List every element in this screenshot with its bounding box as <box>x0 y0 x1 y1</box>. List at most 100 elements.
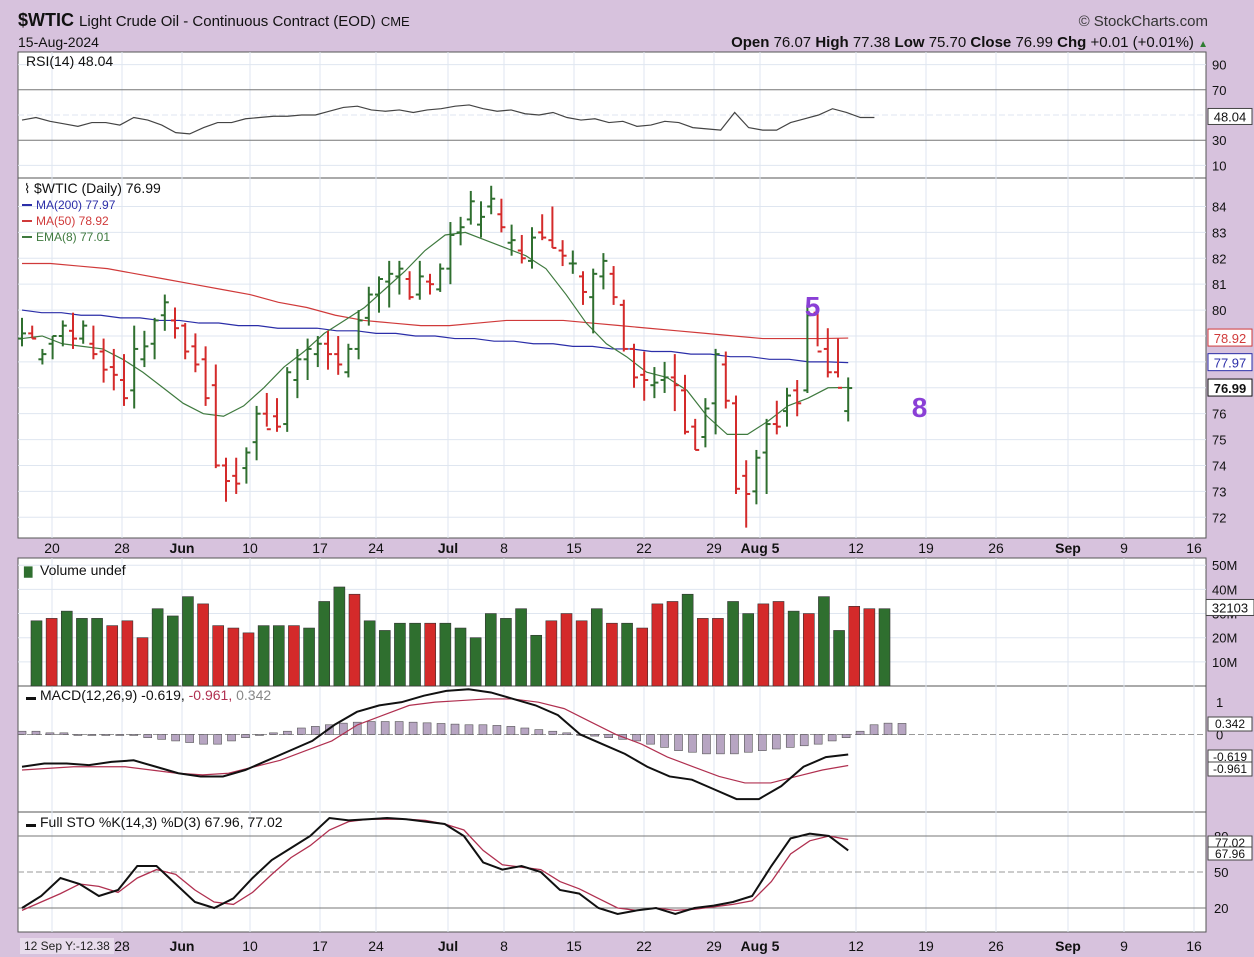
ohlc-bar <box>79 320 88 344</box>
ohlc-bar <box>38 348 47 365</box>
macd-histogram-bar <box>199 734 208 745</box>
x-axis-top-tick-label: 8 <box>500 540 508 556</box>
ohlc-bar <box>619 299 628 352</box>
ohlc-bar <box>742 460 751 528</box>
macd-histogram-bar <box>283 730 292 735</box>
volume-bar <box>560 613 573 687</box>
ohlc-bar <box>324 330 332 370</box>
x-axis-bottom-tick-label: 29 <box>706 938 722 954</box>
ohlc-bar <box>711 348 720 435</box>
volume-bar <box>681 593 694 687</box>
ema8-line <box>21 231 849 436</box>
price-legend-icon: ⌇ <box>24 181 30 196</box>
sto-tag <box>1207 846 1253 861</box>
ohlc-bar <box>354 310 363 360</box>
macd-histogram-bar <box>31 730 41 735</box>
volume-tick-label: 10M <box>1212 655 1237 670</box>
high-value: 77.38 <box>852 34 891 51</box>
volume-tick-label: 40M <box>1212 582 1237 597</box>
volume-bar <box>45 618 58 687</box>
volume-bar <box>878 608 891 687</box>
price-tick-label: 84 <box>1212 199 1226 214</box>
x-axis-top-tick-label: 24 <box>368 540 384 556</box>
brand[interactable]: © StockCharts.com <box>1079 13 1208 30</box>
ohlc-bar <box>640 351 649 401</box>
volume-bar <box>30 620 43 687</box>
price-tag-label: 77.97 <box>1214 356 1247 371</box>
ohlc-bar <box>772 400 781 435</box>
macd-histogram-bar <box>408 721 418 735</box>
ma50-line <box>22 262 849 340</box>
chart-header: $WTIC Light Crude Oil - Continuous Contr… <box>0 0 1254 52</box>
low-label: Low <box>894 34 925 51</box>
ohlc-bar <box>752 449 761 505</box>
macd-histogram-bar <box>171 734 180 742</box>
x-axis-bottom-tick-label: Sep <box>1055 938 1081 954</box>
ohlc-bar <box>507 224 516 256</box>
ohlc-bar <box>262 392 271 431</box>
macd-histogram-bar <box>394 721 404 735</box>
macd-histogram-bar <box>115 734 125 736</box>
price-tick-label: 73 <box>1212 484 1226 499</box>
volume-bar <box>363 620 376 687</box>
rsi-tick-label: 30 <box>1212 133 1226 148</box>
volume-tick-label: 50M <box>1212 558 1237 573</box>
volume-bar <box>136 637 149 687</box>
ohlc-bar <box>242 447 251 484</box>
x-axis-top-tick-label: Jun <box>170 540 195 556</box>
volume-bar <box>409 622 421 687</box>
ohlc-bar <box>58 320 67 347</box>
price-tag-label: 76.99 <box>1214 381 1247 396</box>
macd-histogram-bar <box>590 734 599 737</box>
x-axis-bottom-tick-label: 22 <box>636 938 652 954</box>
volume-bar <box>288 625 300 687</box>
ohlc-bar <box>466 190 475 225</box>
volume-bar <box>530 634 543 687</box>
volume-bar <box>818 596 830 687</box>
ohlc-bar <box>181 323 190 360</box>
price-tick-label: 82 <box>1212 251 1226 266</box>
ohlc-bar <box>721 351 730 409</box>
macd-histogram-bar <box>883 722 893 735</box>
cursor-readout: 12 Sep Y:-12.38 <box>20 938 114 954</box>
ohlc-bar <box>334 335 343 375</box>
ohlc-bar <box>364 286 373 326</box>
ohlc-bar <box>477 201 485 238</box>
open-label: Open <box>731 34 770 51</box>
volume-bar <box>197 603 209 687</box>
exchange: CME <box>380 14 410 29</box>
macd-histogram-bar <box>352 721 362 735</box>
ohlc-bar <box>589 268 598 334</box>
macd-histogram-bar <box>157 734 166 740</box>
macd-histogram-bar <box>632 734 641 742</box>
ohlc-bar <box>426 273 434 295</box>
x-axis-bottom-tick-label: 19 <box>918 938 934 954</box>
ohlc-bar <box>405 271 414 300</box>
macd-histogram-bar <box>660 734 669 748</box>
x-axis-bottom-tick-label: Jun <box>170 938 195 954</box>
volume-bar <box>424 622 437 687</box>
x-axis-top-tick-label: Aug 5 <box>741 540 780 556</box>
price-tag <box>1207 353 1253 372</box>
macd-histogram-bar <box>758 734 767 751</box>
macd-histogram-bar <box>646 734 655 745</box>
x-axis-top-tick-label: 15 <box>566 540 582 556</box>
volume-bar <box>91 618 103 687</box>
volume-title: Volume undef <box>40 562 126 578</box>
macd-histogram-bar <box>520 727 530 735</box>
macd-histogram-bar <box>492 725 502 735</box>
macd-tag-label: -0.961 <box>1213 762 1247 776</box>
x-axis-bottom-tick-label: 16 <box>1186 938 1202 954</box>
ohlc-bar <box>497 198 506 233</box>
macd-histogram-bar <box>855 730 865 735</box>
price-title: $WTIC (Daily) 76.99 <box>34 180 161 196</box>
volume-bar <box>863 608 876 687</box>
price-tick-label: 80 <box>1212 303 1226 318</box>
ohlc-bar <box>813 310 822 353</box>
sto-title: Full STO %K(14,3) %D(3) 67.96, 77.02 <box>40 814 283 830</box>
macd-signal-value: -0.961, <box>189 687 236 703</box>
copyright-icon: © <box>1078 13 1090 30</box>
macd-histogram-bar <box>45 732 55 735</box>
x-axis-top-tick-label: 26 <box>988 540 1004 556</box>
